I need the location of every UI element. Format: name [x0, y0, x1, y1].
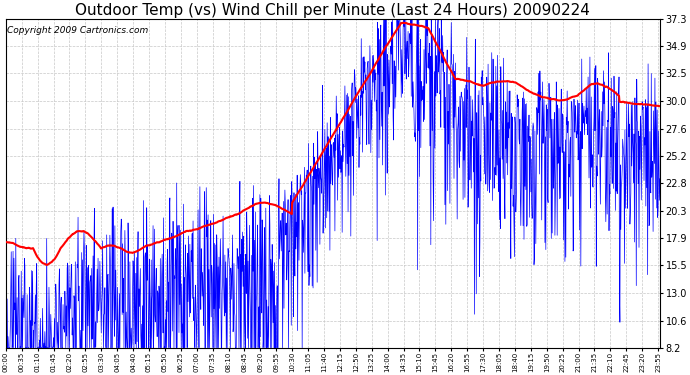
Text: Copyright 2009 Cartronics.com: Copyright 2009 Cartronics.com: [7, 26, 148, 34]
Title: Outdoor Temp (vs) Wind Chill per Minute (Last 24 Hours) 20090224: Outdoor Temp (vs) Wind Chill per Minute …: [75, 3, 590, 18]
